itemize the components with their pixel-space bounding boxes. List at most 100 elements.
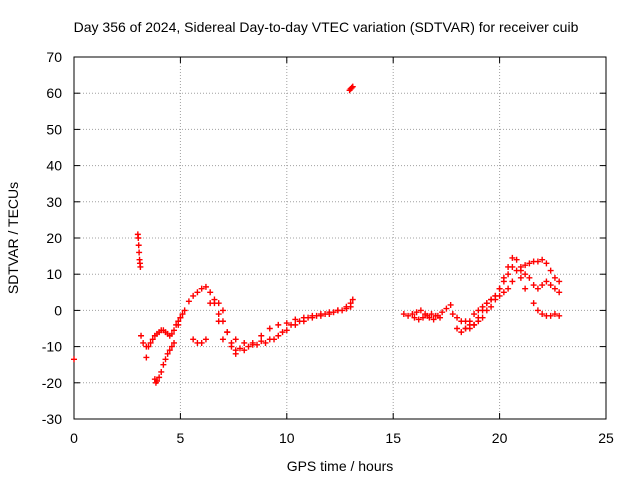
data-point [475,318,482,325]
data-point [228,343,235,350]
data-point [556,312,563,319]
plot-frame [73,56,607,420]
x-tick-label: 0 [70,430,78,446]
data-point [137,263,144,270]
data-point [249,339,256,346]
data-point [405,312,412,319]
data-point [283,327,290,334]
y-tick-label: -20 [42,375,62,391]
data-point [219,336,226,343]
x-tick-label: 10 [279,430,295,446]
data-point [430,316,437,323]
data-point [505,271,512,278]
data-point [517,274,524,281]
data-point [556,278,563,285]
data-point [543,278,550,285]
data-point [207,289,214,296]
data-point [334,307,341,314]
data-point [539,282,546,289]
data-point [245,343,252,350]
data-point [258,338,265,345]
data-point [207,300,214,307]
data-point [136,249,143,256]
data-point [409,311,416,318]
data-point [198,339,205,346]
series-evening-a2 [411,311,444,323]
data-point [202,283,209,290]
data-point [454,314,461,321]
data-point [492,296,499,303]
data-point [275,332,282,339]
data-point [254,341,261,348]
data-point [509,263,516,270]
data-point [135,235,142,241]
data-point [215,300,222,307]
data-point [232,350,239,357]
data-point [447,301,454,308]
data-point [547,282,554,289]
y-tick-label: 70 [46,49,62,65]
series-start [71,356,77,363]
data-point [143,354,150,361]
series-spike-a [134,231,144,270]
data-point [517,263,524,270]
data-point [530,300,537,307]
data-point [534,258,541,265]
y-tick-label: -10 [42,339,62,355]
data-point [279,329,286,336]
y-tick-label: 60 [46,85,62,101]
series-day-band-3 [215,300,354,346]
data-point [534,307,541,314]
data-point [411,314,418,321]
data-point [413,309,420,316]
x-axis-label: GPS time / hours [287,458,394,474]
data-point [483,307,490,314]
y-tick-label: 50 [46,121,62,137]
data-point [168,343,175,350]
data-point [241,339,248,346]
chart-title: Day 356 of 2024, Sidereal Day-to-day VTE… [74,19,579,35]
data-point [194,289,201,296]
series-evening-a [400,301,454,323]
data-point [241,347,248,354]
data-point [509,254,516,261]
data-point [175,321,182,328]
data-point [471,311,478,318]
data-point [156,374,163,381]
data-point [462,318,469,325]
data-point [462,325,469,332]
data-point [522,262,529,269]
data-point [185,298,192,305]
series-hump-inner [190,296,226,346]
y-tick-label: 10 [46,266,62,282]
x-tick-label: 5 [177,430,185,446]
data-point [539,311,546,318]
data-point [349,296,356,303]
data-point [162,356,169,363]
data-point [500,289,507,296]
data-point [135,242,142,249]
data-point [488,303,495,310]
data-point [292,316,299,323]
data-point [215,311,222,318]
data-point [166,347,173,354]
data-point [177,314,184,321]
data-point [147,339,154,346]
data-point [168,330,175,337]
data-point [443,305,450,312]
data-point [317,312,324,319]
data-point [496,292,503,299]
data-point [500,278,507,285]
data-point [513,256,520,263]
series-day-band-1 [232,296,356,357]
series-evening-rise-2 [454,263,529,336]
data-point [275,321,282,328]
data-point [509,278,516,285]
data-point [547,312,554,319]
x-tick-label: 25 [598,430,614,446]
data-point [330,309,337,316]
data-point [437,314,444,321]
series-post-3h [138,311,186,350]
data-point [309,314,316,321]
data-point [539,256,546,263]
